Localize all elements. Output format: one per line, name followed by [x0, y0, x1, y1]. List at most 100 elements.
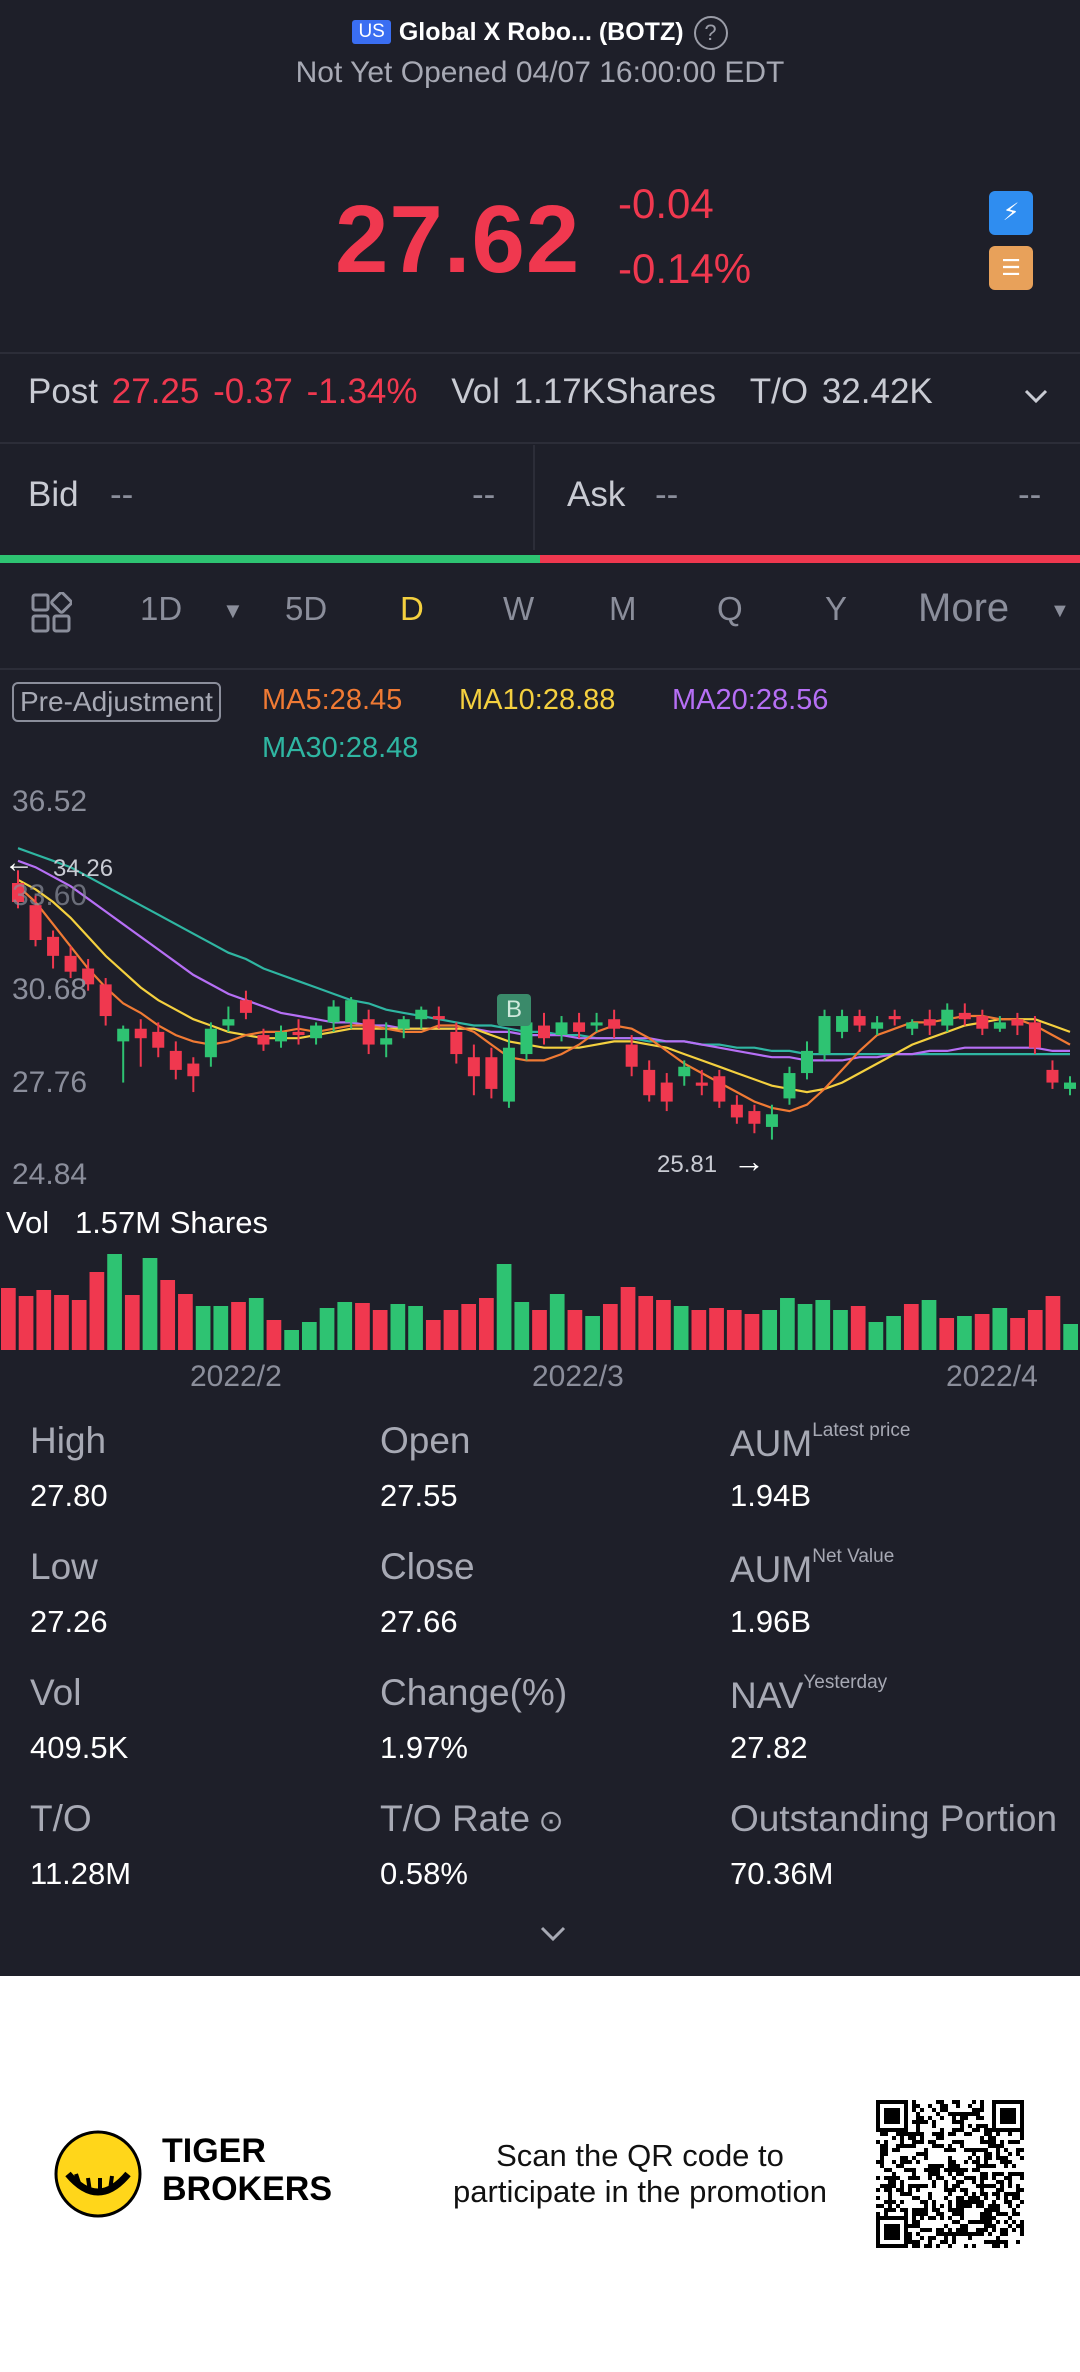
help-icon[interactable]: ?: [693, 16, 728, 50]
candle-body: [397, 1019, 410, 1029]
candle-body: [187, 1063, 200, 1077]
chevron-down-icon[interactable]: [1020, 380, 1052, 412]
stat-value: 27.55: [380, 1478, 458, 1513]
candle-body: [467, 1057, 480, 1077]
info-icon[interactable]: ⊙: [530, 1805, 564, 1838]
candle-body: [99, 984, 112, 1017]
volume-bar: [620, 1287, 636, 1350]
stat-label-text: Open: [380, 1420, 471, 1461]
stat-value: 27.80: [30, 1478, 108, 1513]
candle-body: [590, 1022, 603, 1026]
more-caret-icon[interactable]: ▼: [1050, 600, 1070, 622]
volume-bar: [284, 1330, 299, 1350]
candle-body: [29, 905, 42, 941]
security-title[interactable]: US Global X Robo... (BOTZ)?: [0, 16, 1080, 50]
volume-bar: [886, 1316, 901, 1350]
volume-bar: [957, 1316, 972, 1350]
stat-label-text: Outstanding Portion: [730, 1798, 1058, 1839]
y-tick: 30.68: [12, 973, 88, 1006]
volume-bar: [1, 1288, 16, 1350]
tab-day[interactable]: D: [400, 590, 424, 627]
candle-body: [555, 1022, 568, 1036]
candle-body: [573, 1022, 586, 1032]
stat-label-text: AUM: [730, 1423, 813, 1464]
post-vol-label: Vol: [451, 372, 500, 411]
candle-body: [801, 1050, 813, 1074]
ma10-label: MA10:28.88: [459, 684, 616, 716]
tab-week[interactable]: W: [503, 590, 535, 627]
volume-bar: [18, 1296, 34, 1350]
post-change: -0.37: [213, 372, 293, 411]
candlestick-chart[interactable]: [0, 780, 1080, 1190]
stat-label: AUMNet Value: [730, 1546, 894, 1591]
price-change: -0.04: [618, 180, 714, 227]
volume-bar: [762, 1310, 778, 1350]
bid-strength-bar: [0, 555, 540, 563]
candle-body: [152, 1031, 165, 1048]
post-to-value: 32.42K: [821, 372, 933, 411]
volume-bar: [178, 1294, 193, 1350]
buy-marker[interactable]: B: [497, 994, 531, 1026]
stat-label: Open: [380, 1420, 471, 1462]
candle-body: [485, 1057, 498, 1089]
grid-layout-icon[interactable]: [30, 592, 72, 634]
ask-size: --: [1018, 475, 1042, 514]
y-tick: 24.84: [12, 1158, 88, 1191]
ma30-label: MA30:28.48: [262, 732, 419, 764]
candle-body: [765, 1114, 778, 1127]
promo-line-2: participate in the promotion: [453, 2174, 827, 2209]
candle-body: [169, 1050, 182, 1070]
stat-value: 11.28M: [30, 1856, 132, 1891]
volume-bar: [408, 1306, 423, 1350]
tab-month[interactable]: M: [609, 590, 637, 627]
volume-bar: [868, 1322, 884, 1350]
volume-bar: [390, 1304, 406, 1350]
expand-chevron-icon[interactable]: [536, 1922, 570, 1946]
volume-bar: [496, 1264, 512, 1350]
pre-adjustment-toggle[interactable]: Pre-Adjustment: [12, 682, 221, 722]
stat-label: NAVYesterday: [730, 1672, 887, 1717]
volume-bar: [213, 1306, 229, 1350]
volume-bar: [532, 1310, 547, 1350]
candle-body: [730, 1104, 743, 1118]
stat-label-text: High: [30, 1420, 107, 1461]
tab-more[interactable]: More: [918, 586, 1010, 630]
candle-body: [134, 1028, 147, 1039]
candle-body: [1011, 1019, 1024, 1026]
tab-quarter[interactable]: Q: [717, 590, 743, 627]
volume-bar: [319, 1308, 335, 1350]
bid-label: Bid: [28, 475, 79, 514]
stat-label: AUMLatest price: [730, 1420, 910, 1465]
candle-body: [836, 1016, 849, 1032]
stat-label: High: [30, 1420, 106, 1462]
stat-value: 1.97%: [380, 1730, 468, 1765]
stat-label-text: AUM: [730, 1549, 813, 1590]
tiger-logo-icon: [54, 2130, 142, 2218]
stat-value: 70.36M: [730, 1856, 834, 1891]
candle-body: [643, 1069, 656, 1096]
tab-year[interactable]: Y: [825, 590, 848, 627]
stat-label: Vol: [30, 1672, 81, 1714]
bid-size: --: [472, 475, 496, 514]
caret-down-icon[interactable]: ▼: [222, 598, 244, 623]
tab-1d[interactable]: 1D: [140, 590, 183, 627]
volume-bar: [833, 1310, 848, 1350]
volume-bar: [337, 1302, 353, 1350]
flash-order-icon[interactable]: ⚡: [989, 191, 1033, 235]
x-tick: 2022/3: [532, 1360, 624, 1393]
candle-body: [941, 1009, 954, 1026]
layers-icon[interactable]: ☰: [989, 246, 1033, 290]
volume-bar: [921, 1300, 937, 1350]
tab-5d[interactable]: 5D: [285, 590, 328, 627]
divider: [0, 442, 1080, 444]
candle-body: [538, 1025, 550, 1039]
stat-label-text: T/O Rate: [380, 1798, 531, 1839]
stat-label-text: T/O: [30, 1798, 92, 1839]
candle-body: [818, 1016, 831, 1055]
stat-value: 27.82: [730, 1730, 808, 1765]
post-label: Post: [28, 372, 99, 411]
candle-body: [502, 1047, 515, 1102]
volume-bar: [585, 1316, 600, 1350]
volume-bar: [372, 1310, 388, 1350]
volume-bar: [638, 1296, 654, 1350]
